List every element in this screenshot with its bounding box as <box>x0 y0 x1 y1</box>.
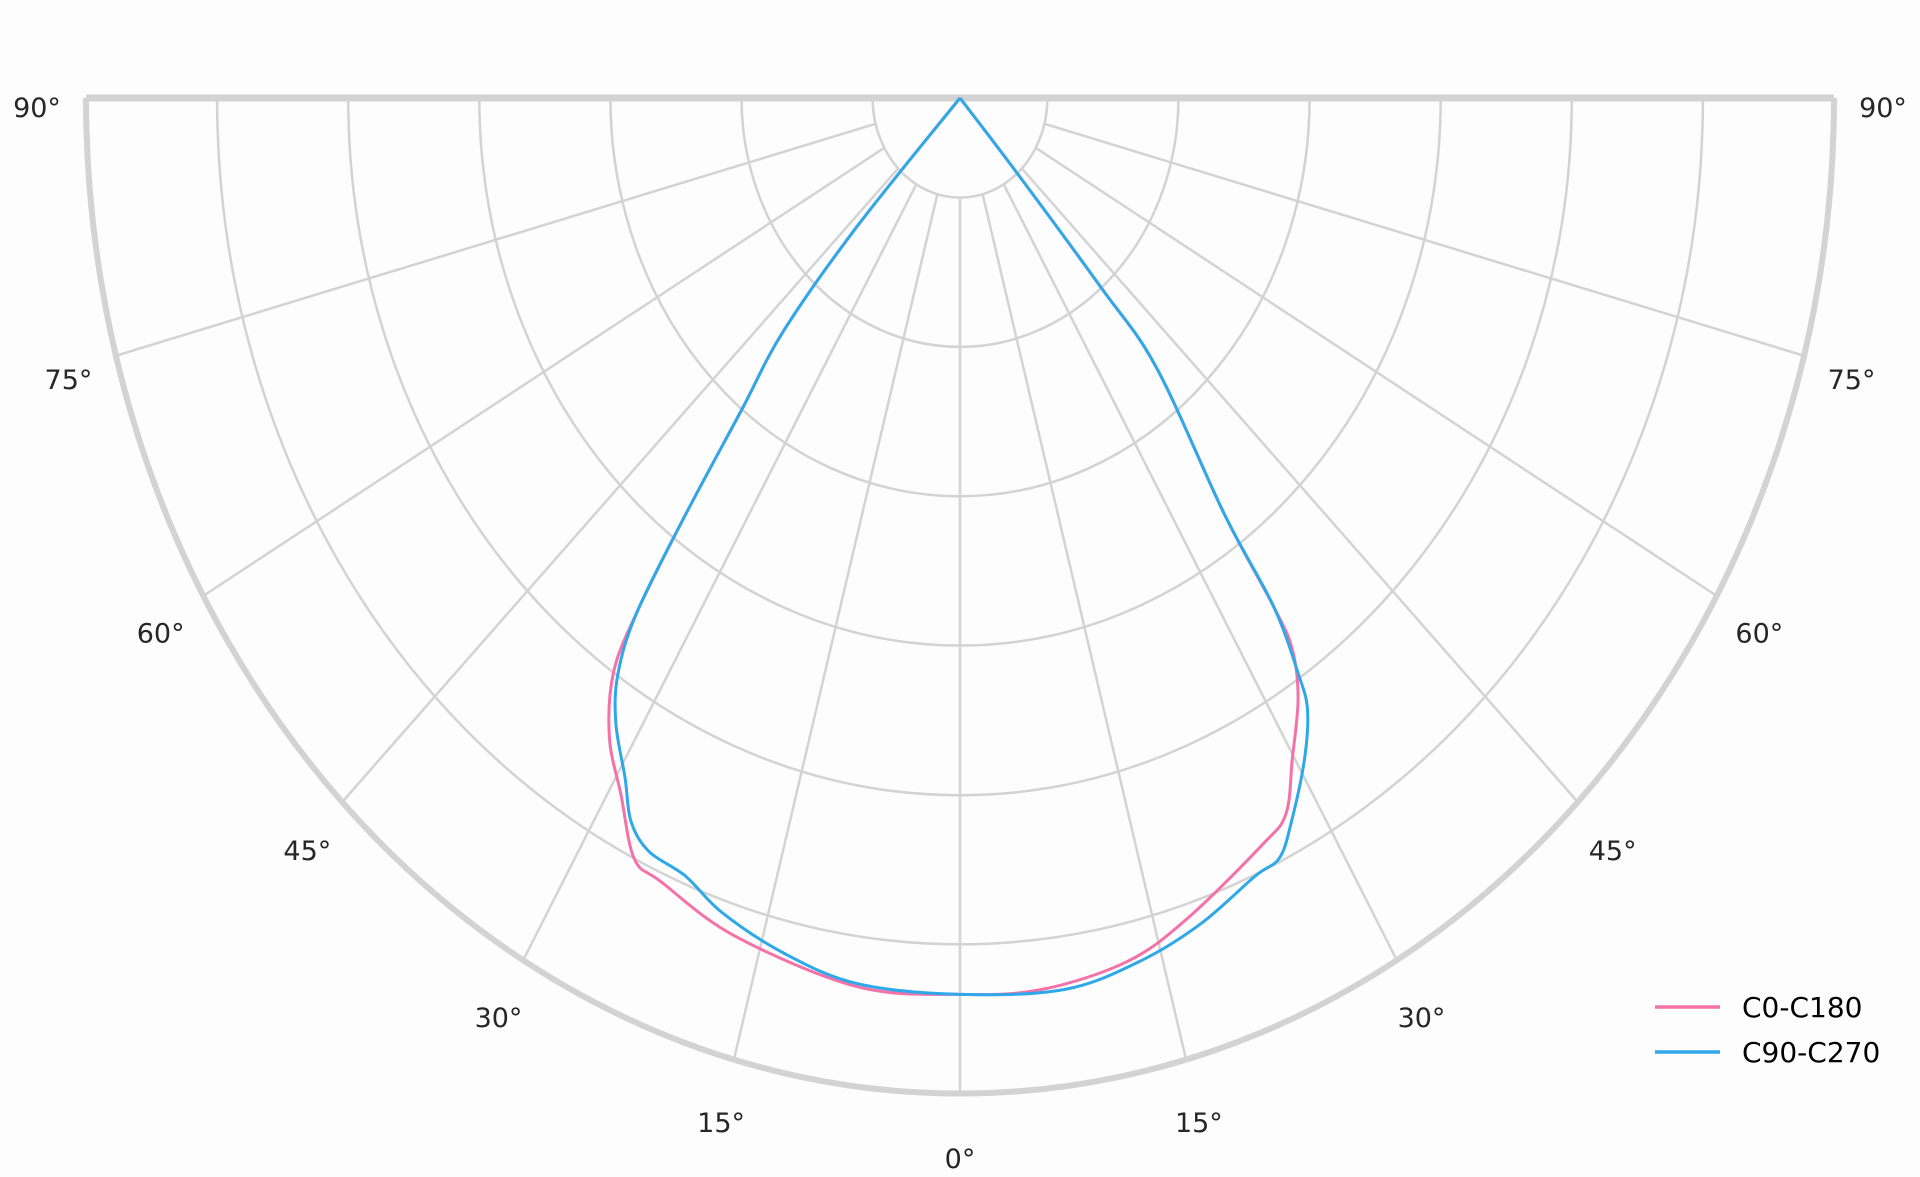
angle-tick-label: 30° <box>1398 1003 1446 1034</box>
legend-label-c0-c180: C0-C180 <box>1742 991 1862 1024</box>
angle-tick-label: 15° <box>1175 1108 1223 1139</box>
angle-tick-label: 0° <box>945 1144 976 1175</box>
grid-spoke <box>341 167 900 804</box>
curve-c90-c270 <box>613 97 1310 997</box>
angle-tick-label: 60° <box>137 619 185 650</box>
angle-tick-label: 75° <box>1828 365 1876 396</box>
angle-tick-label: 90° <box>13 93 61 124</box>
angle-tick-label: 30° <box>475 1003 523 1034</box>
intensity-curves <box>607 97 1310 997</box>
angle-tick-label: 75° <box>45 365 93 396</box>
grid-spoke <box>732 193 939 1061</box>
grid-spoke <box>202 146 885 598</box>
angle-tick-label: 15° <box>697 1108 745 1139</box>
legend-label-c90-c270: C90-C270 <box>1742 1036 1880 1069</box>
grid-ring <box>871 97 1049 199</box>
angle-tick-label: 60° <box>1735 619 1783 650</box>
angle-tick-label: 45° <box>1589 836 1637 867</box>
curve-c0-c180 <box>607 97 1300 997</box>
grid-spoke <box>521 183 918 962</box>
grid-spoke <box>981 193 1188 1061</box>
angle-tick-label: 45° <box>283 836 331 867</box>
angle-tick-labels: 90° 75° 60° 45° 30° 15° 0° 15° 30° 45° 60° 75° 90° <box>13 93 1907 1175</box>
grid-spoke <box>1035 146 1718 598</box>
legend: C0-C180 C90-C270 <box>1655 991 1880 1069</box>
grid-spoke <box>1002 183 1399 962</box>
grid-spoke <box>115 122 876 357</box>
grid-spoke <box>1020 167 1579 804</box>
angle-tick-label: 90° <box>1859 93 1907 124</box>
grid-spoke <box>1044 122 1805 357</box>
polar-grid <box>83 94 1837 1097</box>
